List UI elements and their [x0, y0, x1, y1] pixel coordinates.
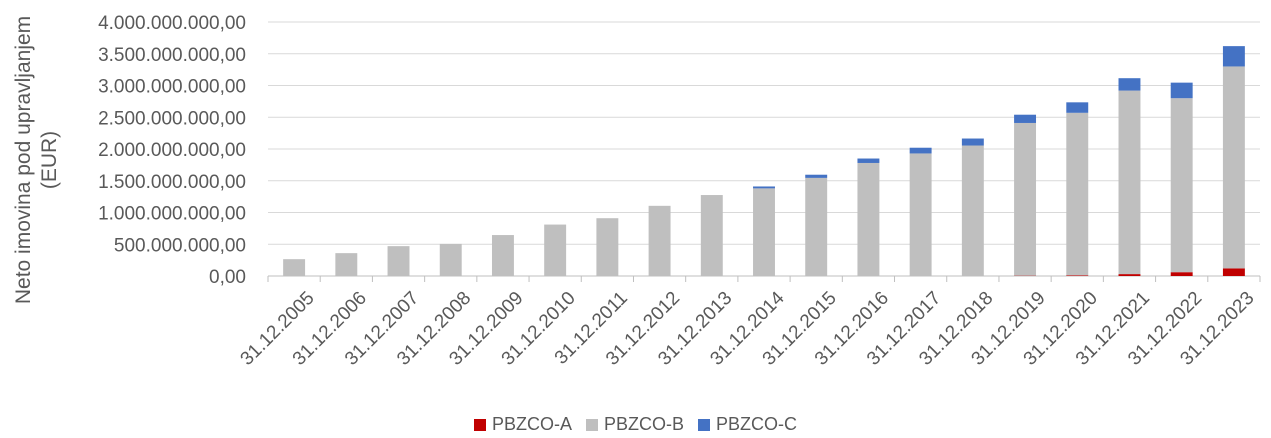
bar-segment-a [1066, 275, 1089, 276]
bar-segment-b [1170, 98, 1193, 273]
bar-segment-c [909, 147, 932, 154]
bar-segment-c [1170, 82, 1193, 99]
bar-segment-b [857, 162, 880, 276]
bar-segment-c [857, 158, 880, 163]
bar-segment-c [1066, 102, 1089, 113]
legend-label-a: PBZCO-A [491, 414, 572, 434]
bar-segment-b [648, 205, 671, 276]
bar-segment-a [1170, 272, 1193, 276]
y-tick-label: 3.500.000.000,00 [98, 45, 246, 66]
bar-segment-b [753, 188, 775, 276]
bar-segment-b [335, 253, 358, 276]
legend: PBZCO-A PBZCO-B PBZCO-C [0, 414, 1271, 435]
y-tick-label: 4.000.000.000,00 [98, 13, 246, 34]
bar-segment-b [1066, 112, 1089, 276]
bar-segment-c [1118, 78, 1141, 91]
legend-item-b: PBZCO-B [586, 414, 684, 435]
bar-segment-b [283, 259, 306, 276]
y-tick-label: 3.000.000.000,00 [98, 77, 246, 98]
y-axis-ticks: 0,00 500.000.000,00 1.000.000.000,00 1.500.… [98, 13, 246, 288]
bar-segment-c [1014, 114, 1037, 123]
bar-segment-c [805, 174, 828, 178]
legend-swatch-c [698, 418, 711, 431]
stacked-bar-chart: 0,00 500.000.000,00 1.000.000.000,00 1.500.… [12, 13, 1261, 370]
bar-segment-b [491, 235, 514, 276]
bar-segment-a [1118, 274, 1141, 276]
legend-item-c: PBZCO-C [698, 414, 797, 435]
bar-segment-b [1118, 90, 1141, 275]
legend-label-c: PBZCO-C [716, 414, 798, 434]
legend-label-b: PBZCO-B [604, 414, 685, 434]
bar-segment-b [596, 218, 619, 276]
y-axis-title-line2: (EUR) [38, 131, 61, 189]
legend-swatch-a [473, 418, 486, 431]
bar-segment-b [909, 153, 932, 276]
bar-segment-a [1222, 268, 1245, 276]
bar-segment-c [1222, 46, 1245, 67]
bar-segment-b [961, 145, 984, 276]
bar-segment-b [1222, 66, 1245, 269]
bar-segment-c [753, 186, 775, 189]
y-tick-label: 1.500.000.000,00 [98, 172, 246, 193]
y-tick-label: 500.000.000,00 [114, 235, 246, 256]
bars [283, 46, 1245, 276]
bar-segment-c [961, 138, 984, 146]
bar-segment-b [544, 224, 567, 276]
y-tick-label: 2.000.000.000,00 [98, 140, 246, 161]
y-tick-label: 0,00 [209, 267, 246, 288]
bar-segment-b [700, 195, 723, 276]
bar-segment-b [439, 243, 462, 276]
y-axis-title-line1: Neto imovina pod upravljanjem [12, 16, 35, 304]
y-tick-label: 2.500.000.000,00 [98, 108, 246, 129]
bar-segment-b [1014, 122, 1037, 276]
legend-item-a: PBZCO-A [473, 414, 572, 435]
x-axis-ticks: 31.12.200531.12.200631.12.200731.12.2008… [237, 276, 1261, 370]
bar-segment-b [805, 177, 828, 276]
y-tick-label: 1.000.000.000,00 [98, 204, 246, 225]
gridlines [268, 21, 1260, 277]
bar-segment-b [387, 246, 410, 276]
legend-swatch-b [586, 418, 598, 431]
